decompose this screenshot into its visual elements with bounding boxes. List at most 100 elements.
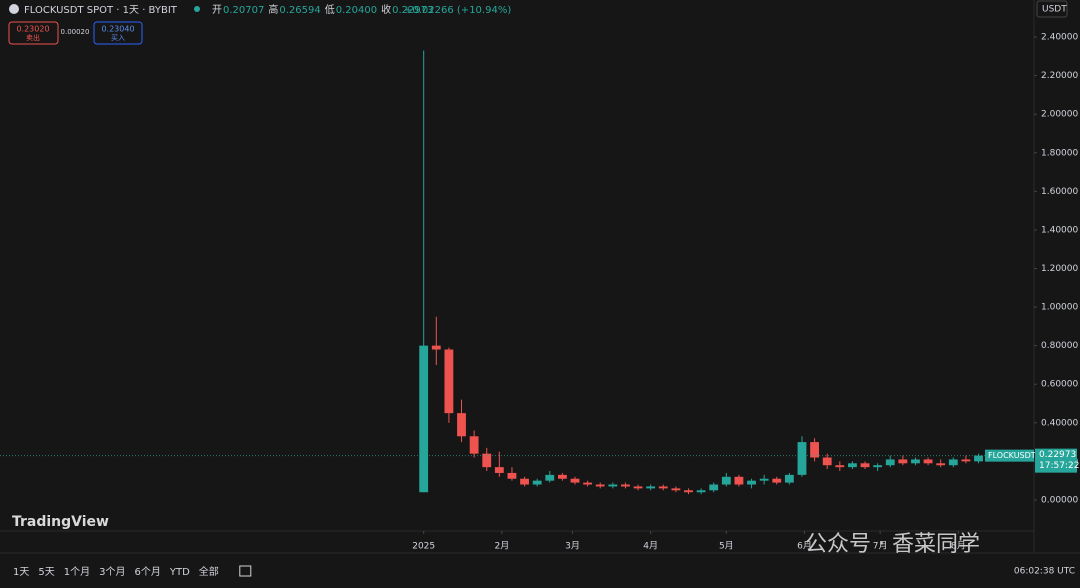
candle-body (709, 484, 719, 491)
candle-body (671, 488, 681, 491)
candle-body (633, 486, 643, 489)
timeframe[interactable]: 5天 (38, 567, 54, 578)
sell-button[interactable] (8, 21, 59, 45)
candle-body (873, 465, 883, 468)
candle-body (721, 476, 731, 485)
candle-body (444, 349, 454, 414)
currency-box[interactable] (1036, 0, 1068, 18)
candle-body (532, 480, 542, 485)
y-tick-label: 2.20000 (1041, 71, 1078, 81)
y-tick-label: 0.60000 (1041, 380, 1078, 390)
candle-body (835, 465, 845, 468)
candle-body (419, 345, 429, 493)
y-tick-label: 0.00000 (1041, 495, 1078, 505)
candle-body (457, 413, 466, 437)
ohlc-value: 0.20707 (223, 5, 264, 16)
ohlc-label: 开 (212, 5, 222, 16)
x-tick-label: 7月 (873, 541, 888, 552)
candle-body (747, 480, 756, 485)
candle-body (507, 472, 517, 479)
candle-body (734, 476, 744, 485)
buy-price: 0.23040 (101, 25, 134, 34)
y-tick-label: 1.00000 (1041, 303, 1078, 313)
timeframe[interactable]: 6个月 (135, 566, 161, 578)
x-tick-label: 5月 (719, 541, 734, 552)
sell-price: 0.23020 (16, 25, 49, 34)
ohlc-label: 收 (381, 3, 391, 16)
currency[interactable]: USDT (1042, 5, 1067, 15)
x-tick-label: 6月 (797, 541, 812, 552)
y-tick-label: 1.20000 (1041, 264, 1078, 274)
buy-button[interactable] (93, 21, 143, 45)
candle-body (431, 345, 441, 350)
candle-body (759, 478, 769, 481)
countdown: 17:57:22 (1039, 461, 1079, 471)
candle-body (583, 482, 593, 485)
candle-body (822, 457, 832, 466)
x-tick-label: 2025 (412, 542, 435, 552)
y-tick-label: 1.40000 (1041, 225, 1078, 235)
last-price-symbol-box (985, 449, 1034, 462)
candle-body (684, 490, 693, 493)
candle-body (520, 478, 529, 485)
sell-label: 卖出 (26, 33, 40, 42)
spread: 0.00020 (61, 28, 90, 36)
y-tick-label: 1.80000 (1041, 148, 1078, 158)
timeframe[interactable]: 3个月 (99, 566, 125, 578)
candle-body (961, 459, 971, 462)
candle-body (911, 459, 920, 464)
clock: 06:02:38 UTC (1014, 567, 1075, 577)
change: +0.02266 (+10.94%) (404, 5, 511, 16)
timeframe[interactable]: 全部 (199, 565, 219, 578)
y-tick-label: 2.00000 (1041, 110, 1078, 120)
candle-body (646, 486, 656, 489)
candle-body (974, 455, 983, 462)
symbol-icon (9, 4, 19, 14)
x-tick-label: 2月 (495, 541, 510, 552)
candle-body (545, 474, 555, 481)
timeframe[interactable]: YTD (169, 567, 190, 578)
x-tick-label: 8月 (951, 541, 966, 552)
candle-body (797, 442, 807, 475)
candle-body (570, 478, 580, 483)
y-tick-label: 0.40000 (1041, 418, 1078, 428)
x-tick-label: 4月 (643, 541, 658, 552)
ohlc-value: 0.20400 (336, 5, 377, 16)
candle-body (557, 474, 567, 479)
y-tick-label: 2.40000 (1041, 33, 1078, 43)
candle-body (898, 459, 908, 464)
date-range-icon[interactable] (239, 565, 252, 577)
candle-body (621, 484, 630, 487)
buy-label: 买入 (111, 34, 125, 42)
watermark: 公众号 · 香菜同学 (805, 532, 980, 557)
candle-body (810, 442, 820, 458)
x-tick-label: 3月 (565, 541, 580, 552)
timeframe[interactable]: 1天 (13, 567, 29, 578)
candle-body (885, 459, 895, 466)
candle-body (469, 436, 479, 454)
candle-body (595, 484, 605, 487)
y-tick-label: 1.60000 (1041, 187, 1078, 197)
symbol[interactable]: FLOCKUSDT SPOT · 1天 · BYBIT (24, 5, 178, 16)
ohlc-value: 0.26594 (279, 5, 320, 16)
candle-body (772, 478, 782, 483)
candle-body (696, 490, 706, 493)
timeframe[interactable]: 1个月 (64, 566, 90, 578)
candle-body (948, 459, 958, 466)
candle-body (784, 474, 794, 483)
candle-body (936, 463, 946, 466)
branding: TradingView (12, 514, 109, 530)
candle-body (848, 463, 857, 468)
candle-body (608, 484, 618, 487)
candle-body (482, 453, 492, 468)
ohlc-value: 0.22973 (392, 5, 433, 16)
ohlc-label: 低 (325, 3, 335, 16)
candle-body (494, 467, 504, 473)
candle-body (860, 463, 870, 468)
ohlc-label: 高 (268, 3, 278, 16)
last-price: 0.22973 (1039, 450, 1076, 460)
status-dot (194, 6, 200, 12)
